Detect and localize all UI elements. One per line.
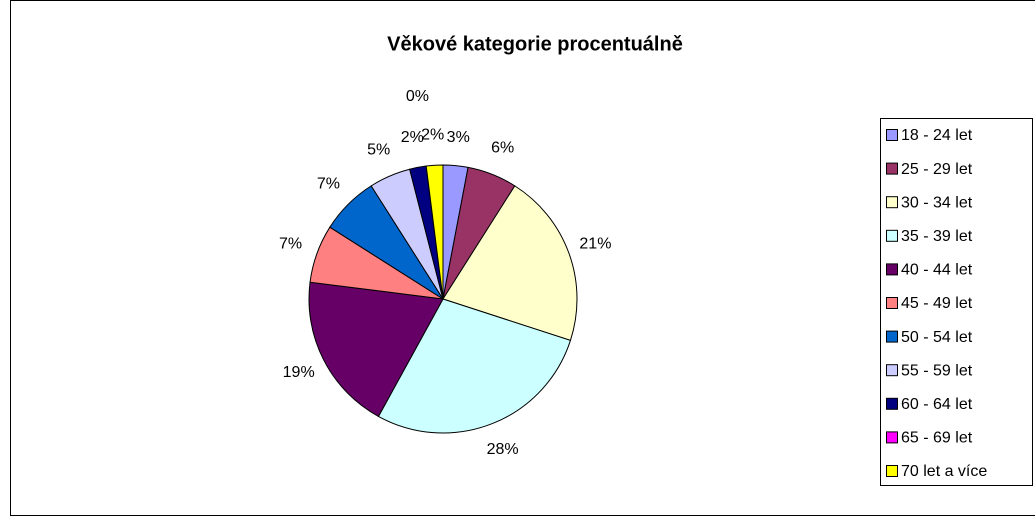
legend-label: 18 - 24 let: [901, 127, 973, 144]
data-label: 0%: [406, 88, 429, 105]
legend-swatch: [887, 163, 898, 174]
legend-label: 30 - 34 let: [901, 194, 973, 211]
legend-label: 35 - 39 let: [901, 228, 973, 245]
data-label: 21%: [579, 235, 611, 252]
legend-label: 55 - 59 let: [901, 362, 973, 379]
legend-label: 60 - 64 let: [901, 396, 973, 413]
legend-label: 50 - 54 let: [901, 329, 973, 346]
legend-swatch: [887, 432, 898, 443]
legend-label: 65 - 69 let: [901, 430, 973, 447]
data-label: 6%: [491, 140, 514, 157]
legend-swatch: [887, 197, 898, 208]
legend-swatch: [887, 130, 898, 141]
legend-label: 40 - 44 let: [901, 262, 973, 279]
legend-swatch: [887, 298, 898, 309]
chart-title: Věkové kategorie procentuálně: [387, 33, 683, 55]
data-label: 19%: [283, 364, 315, 381]
legend-label: 45 - 49 let: [901, 295, 973, 312]
legend-swatch: [887, 230, 898, 241]
data-label: 2%: [421, 127, 444, 144]
legend-label: 70 let a více: [901, 463, 987, 480]
data-label: 5%: [367, 142, 390, 159]
legend-swatch: [887, 331, 898, 342]
legend-swatch: [887, 466, 898, 477]
legend-swatch: [887, 264, 898, 275]
legend-swatch: [887, 398, 898, 409]
data-label: 3%: [447, 129, 470, 146]
data-label: 7%: [317, 176, 340, 193]
legend-label: 25 - 29 let: [901, 161, 973, 178]
data-label: 7%: [279, 235, 302, 252]
legend-swatch: [887, 365, 898, 376]
data-label: 28%: [487, 441, 519, 458]
